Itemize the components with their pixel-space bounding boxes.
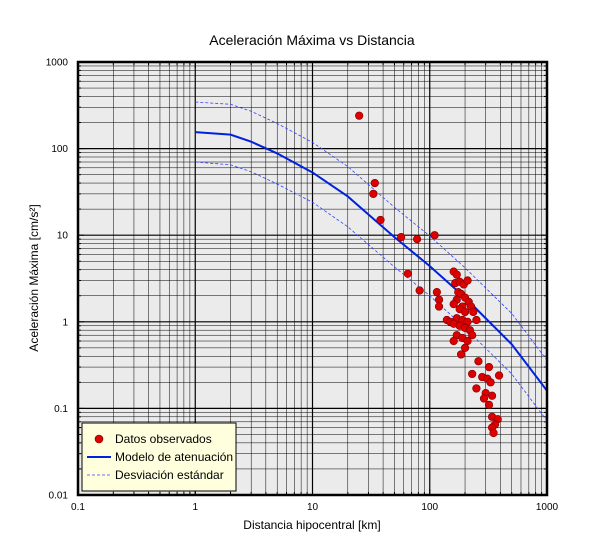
x-axis-tick-labels: 0.1 1 10 100 1000 (71, 502, 559, 513)
legend-label: Desviación estándar (115, 468, 224, 482)
x-axis-title: Distancia hipocentral [km] (243, 518, 380, 532)
data-point (460, 307, 470, 317)
plot-frame (76, 60, 549, 497)
data-point (487, 391, 497, 400)
data-point (468, 369, 477, 379)
y-tick-label: 1000 (46, 58, 69, 69)
y-tick-label: 1 (62, 317, 68, 328)
data-point (489, 428, 498, 438)
data-point (486, 378, 495, 387)
y-tick-label: 0.1 (54, 404, 68, 415)
data-point (355, 111, 364, 120)
data-point (397, 233, 406, 242)
std-dev-line (195, 101, 548, 361)
y-tick-label: 0.01 (49, 491, 69, 502)
data-point (369, 189, 378, 198)
data-point (413, 235, 422, 244)
x-tick-label: 1000 (536, 502, 559, 513)
data-point (494, 371, 504, 380)
y-axis-tick-labels: 0.01 0.1 1 10 100 1000 (46, 58, 69, 502)
data-point (456, 350, 466, 359)
x-tick-label: 0.1 (71, 502, 85, 513)
chart-title: Aceleración Máxima vs Distancia (209, 32, 415, 48)
data-point (460, 343, 470, 352)
data-point (449, 336, 458, 346)
data-point (479, 394, 489, 403)
data-point (430, 231, 439, 240)
data-point (484, 362, 494, 372)
data-point (472, 315, 481, 325)
legend-marker-points (94, 434, 104, 444)
x-tick-label: 1 (192, 502, 198, 513)
data-point (403, 269, 412, 278)
data-point (432, 288, 441, 297)
data-point (415, 286, 424, 295)
legend: Datos observados Modelo de atenuación De… (81, 422, 237, 492)
data-point (484, 400, 494, 409)
data-point (376, 215, 385, 225)
std-dev-line (195, 161, 548, 422)
data-point (463, 276, 472, 285)
legend-label: Datos observados (115, 432, 212, 446)
x-tick-label: 10 (307, 502, 319, 513)
data-point (468, 331, 477, 340)
y-tick-label: 10 (57, 231, 69, 242)
data-point (370, 178, 379, 188)
data-point (472, 384, 481, 393)
data-point (452, 270, 461, 279)
data-point (474, 357, 483, 366)
model-line (195, 131, 548, 392)
legend-label: Modelo de atenuación (115, 450, 233, 464)
data-point (469, 307, 478, 317)
data-point (434, 302, 444, 311)
y-axis-title: Aceleración Máxima [cm/s²] (27, 204, 41, 351)
data-point (449, 300, 458, 309)
data-point (434, 295, 444, 304)
series-layer (195, 101, 548, 438)
y-tick-label: 100 (51, 144, 68, 155)
x-tick-label: 100 (421, 502, 438, 513)
